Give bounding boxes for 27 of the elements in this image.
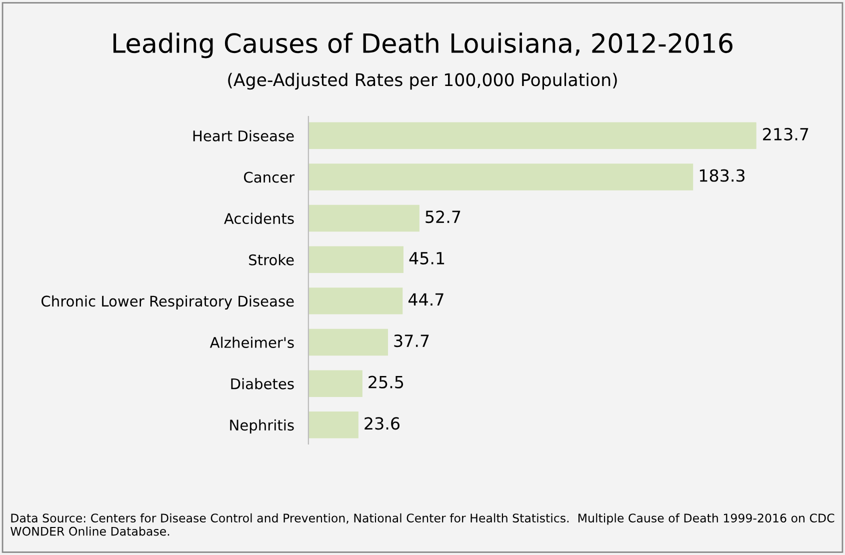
bar <box>308 370 362 397</box>
y-tick-label: Cancer <box>244 172 295 183</box>
data-label: 183.3 <box>700 169 744 182</box>
y-tick-label: Heart Disease <box>193 130 294 142</box>
y-tick-label: Alzheimer's <box>210 336 294 348</box>
chart-subtitle: (Age-Adjusted Rates per 100,000 Population) <box>228 72 617 90</box>
data-label: 213.7 <box>763 128 808 140</box>
y-tick-label: Diabetes <box>231 378 294 390</box>
y-tick-label: Chronic Lower Respiratory Disease <box>42 295 294 310</box>
bar <box>308 246 404 273</box>
data-label: 44.7 <box>408 293 444 306</box>
chart-title: Leading Causes of Death Louisiana, 2012-2016 <box>113 32 732 58</box>
data-label: 23.6 <box>364 417 400 430</box>
data-label: 25.5 <box>368 376 404 388</box>
data-label: 37.7 <box>394 334 429 348</box>
bar <box>308 164 694 190</box>
y-tick-label: Stroke <box>249 254 294 266</box>
y-tick-label: Accidents <box>224 212 294 224</box>
bar <box>308 328 388 356</box>
y-tick-label: Nephritis <box>230 419 294 434</box>
bar <box>308 288 403 314</box>
source-note: Data Source: Centers for Disease Control and Prevention, National Center for Health Statistics. Multiple Cause of Death 1999-2016 on CDC WONDER Online Database. <box>10 513 834 536</box>
data-label: 45.1 <box>409 252 444 264</box>
data-label: 52.7 <box>426 210 460 224</box>
bar <box>308 412 358 438</box>
bar <box>308 204 420 232</box>
bar <box>308 122 756 150</box>
